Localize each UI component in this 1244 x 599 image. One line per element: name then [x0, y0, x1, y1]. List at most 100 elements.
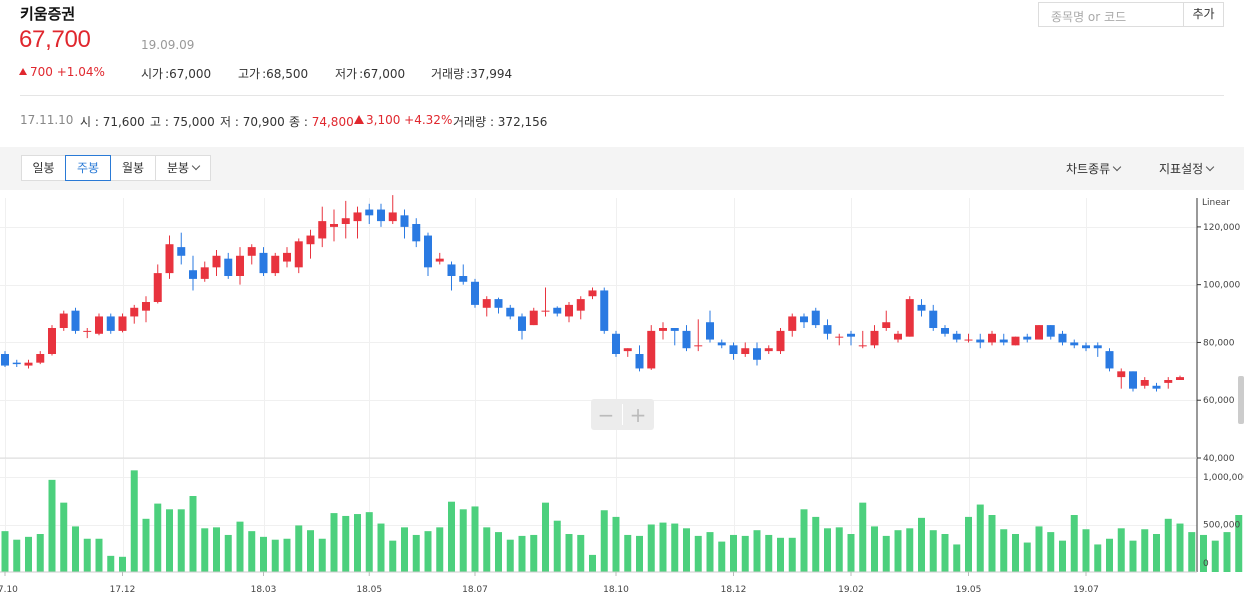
history-open-value: 71,600	[102, 115, 145, 129]
up-triangle-icon	[19, 68, 27, 75]
candle	[142, 296, 150, 323]
volume-bar	[25, 536, 32, 572]
stat-value: 67,000	[363, 67, 406, 81]
candle	[588, 287, 597, 300]
chevron-down-icon	[191, 161, 201, 171]
zoom-in-button[interactable]: +	[630, 403, 647, 427]
volume-bar	[577, 534, 585, 572]
volume-bar	[142, 518, 150, 572]
tab-weekly[interactable]: 주봉	[65, 155, 111, 181]
volume-bar	[600, 510, 608, 572]
stat-label: 고가	[238, 67, 261, 81]
stock-chart[interactable]: Linear 120,000100,00080,00060,00040,000 …	[0, 190, 1244, 599]
indicator-label: 지표설정	[1159, 162, 1204, 176]
divider	[20, 95, 1224, 96]
candle	[764, 345, 773, 354]
volume-bar	[859, 502, 867, 572]
volume-bar	[471, 506, 479, 572]
zoom-control: − +	[591, 399, 654, 430]
candle	[553, 306, 562, 317]
tab-daily[interactable]: 일봉	[21, 155, 66, 181]
indicator-menu[interactable]: 지표설정	[1159, 160, 1215, 177]
history-volume: 거래량 : 372,156	[453, 115, 548, 129]
date-tick-label: 18.10	[603, 585, 629, 595]
candle-body	[388, 212, 397, 222]
candle	[858, 330, 867, 349]
candle	[200, 261, 209, 282]
volume-bar	[518, 535, 526, 572]
candle-body	[224, 258, 233, 276]
price-change: 700 +1.04%	[19, 65, 105, 79]
tab-minute[interactable]: 분봉	[155, 155, 211, 181]
volume-bar	[777, 537, 784, 572]
volume-bar	[1047, 532, 1055, 572]
candle	[506, 304, 515, 320]
candle-body	[330, 224, 338, 227]
candle-body	[306, 235, 315, 245]
candle-body	[600, 290, 609, 331]
candle	[12, 359, 21, 367]
stat-open: 시가:67,000	[141, 67, 212, 81]
volume-bar	[1188, 532, 1196, 572]
candle-body	[1070, 342, 1079, 346]
candle	[1093, 342, 1102, 357]
search-input[interactable]: 종목명 or 코드	[1038, 2, 1184, 27]
candle-body	[682, 330, 691, 349]
candle	[706, 310, 714, 343]
candle-body	[976, 339, 985, 343]
tab-minute-label: 분봉	[166, 161, 190, 175]
candle	[612, 330, 620, 357]
chart-type-menu[interactable]: 차트종류	[1066, 160, 1122, 177]
volume-bar	[342, 515, 350, 572]
volume-bar	[694, 535, 702, 572]
volume-bar	[72, 526, 79, 572]
candle	[1105, 348, 1114, 372]
volume-bar	[941, 534, 949, 572]
volume-bar	[224, 534, 232, 572]
stat-label: 거래량	[431, 67, 465, 81]
volume-bar	[330, 513, 338, 572]
candle-body	[130, 307, 139, 317]
candle-body	[271, 255, 280, 274]
volume-bar	[60, 502, 68, 572]
volume-bar	[1023, 542, 1031, 572]
candle-body	[12, 362, 21, 365]
candle	[1023, 333, 1032, 343]
tab-monthly[interactable]: 월봉	[110, 155, 156, 181]
volume-bar	[295, 525, 303, 572]
candle-body	[1046, 325, 1055, 337]
candle-body	[506, 307, 515, 317]
candle-body	[788, 316, 797, 331]
candle-body	[800, 316, 808, 323]
zoom-out-button[interactable]: −	[598, 403, 615, 427]
candle-body	[835, 336, 844, 338]
history-close-label: 종	[289, 115, 301, 129]
candle	[682, 325, 691, 352]
candle-body	[482, 299, 491, 308]
volume-tick-label: 500,000	[1203, 521, 1240, 531]
candle-body	[318, 221, 327, 239]
volume-bar	[706, 532, 714, 572]
candle	[541, 287, 550, 317]
candle	[130, 304, 139, 324]
candle	[647, 325, 656, 370]
volume-axis-ticks: 1,000,000 500,000 0	[1203, 473, 1244, 569]
add-button[interactable]: 추가	[1183, 2, 1224, 27]
candle-body	[294, 241, 303, 268]
volume-bar	[318, 538, 326, 572]
candle-body	[1058, 333, 1067, 343]
chart-scrollbar[interactable]	[1238, 376, 1244, 424]
volume-bar	[506, 539, 514, 572]
stat-low: 저가:67,000	[335, 67, 406, 81]
history-high: 고 : 75,000	[150, 115, 215, 129]
candle	[353, 206, 362, 239]
candle	[247, 244, 256, 265]
candle	[165, 235, 174, 279]
candle	[623, 348, 632, 357]
candle	[330, 209, 338, 242]
stat-value: 67,000	[169, 67, 212, 81]
volume-bar	[871, 526, 878, 572]
candle	[529, 307, 538, 326]
candle-body	[612, 333, 620, 354]
volume-bar	[48, 479, 56, 572]
